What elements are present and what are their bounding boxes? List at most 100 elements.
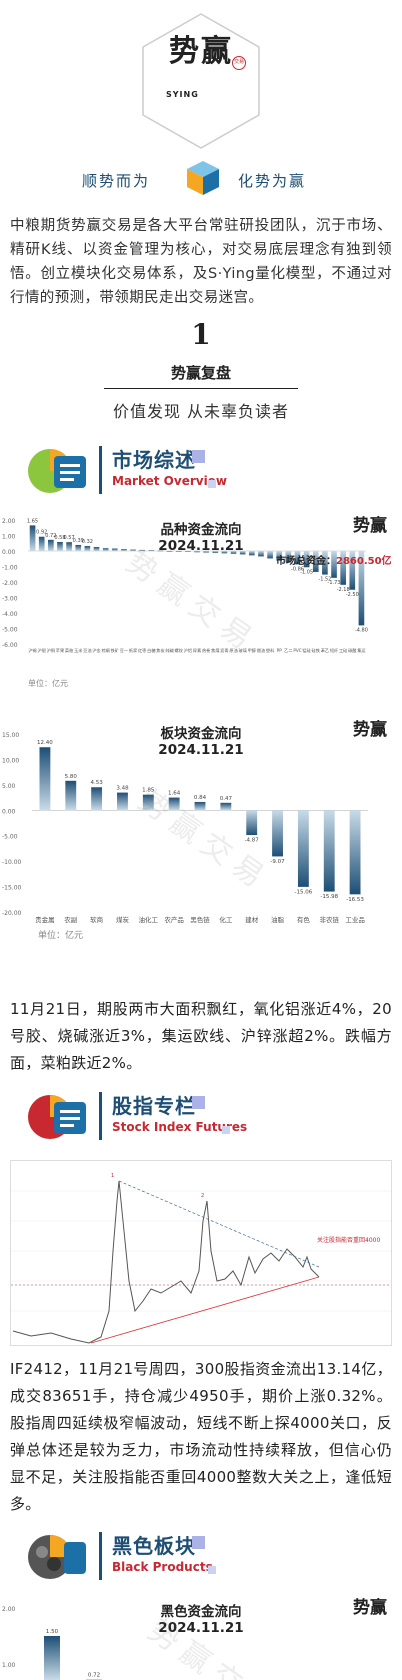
market-total-funds: 市场总资金：2860.50亿 <box>276 552 392 567</box>
bar <box>102 548 109 551</box>
y-tick-label: -6.00 <box>2 642 18 649</box>
data-label: 5.80 <box>65 774 78 780</box>
section-accent-bar <box>99 1532 102 1580</box>
y-tick-label: -4.00 <box>2 611 18 618</box>
data-label: -1.73 <box>328 580 341 586</box>
bar <box>303 551 310 568</box>
y-tick-label: 2.00 <box>2 1606 16 1613</box>
data-label: -4.87 <box>245 838 260 844</box>
category-label: 螺纹 <box>175 647 184 654</box>
bar <box>276 551 283 561</box>
y-tick-label: -2.00 <box>2 580 18 587</box>
category-label: 纸浆 <box>129 647 138 654</box>
kline-support-trendline <box>90 1276 320 1344</box>
data-label: -2.50 <box>346 592 359 598</box>
section-header-index: 股指专栏 Stock Index Futures <box>28 1086 388 1148</box>
brand-mini-text: 势赢 <box>353 720 387 740</box>
y-tick-label: -1.00 <box>2 565 18 572</box>
category-label: 尿素 <box>193 647 201 653</box>
section-accent-bar <box>99 446 102 494</box>
data-label: 0.92 <box>36 530 47 536</box>
kline-annotation: 关注股指能否重回4000 <box>317 1237 381 1244</box>
category-label: 原油 <box>229 647 237 654</box>
bar <box>248 551 255 556</box>
decor-square <box>192 1096 205 1109</box>
market-overview-icon <box>28 449 86 493</box>
y-tick-label: 1.00 <box>2 534 16 541</box>
section-title: 黑色板块 <box>112 1534 196 1558</box>
black-products-icon <box>28 1535 86 1579</box>
brand-mini-text: 势赢 <box>353 516 387 536</box>
bar <box>38 536 45 551</box>
category-label: 短纤 <box>330 647 339 654</box>
y-tick-label: -5.00 <box>2 627 18 634</box>
section-header-black: 黑色板块 Black Products <box>28 1526 388 1588</box>
category-label: 沪锡 <box>28 647 36 654</box>
bar <box>297 810 309 887</box>
review-divider <box>104 388 298 389</box>
chart-black-flow-svg: 2.00 1.00 1.50 0.72 <box>2 1606 102 1680</box>
bar <box>185 551 191 552</box>
bar <box>322 551 328 575</box>
bar <box>91 787 103 811</box>
section-title: 市场综述 <box>112 448 196 472</box>
bar <box>139 549 146 551</box>
y-tick-label: -3.00 <box>2 596 18 603</box>
section-accent-bar <box>99 1092 102 1140</box>
category-label: 玻璃 <box>238 647 246 654</box>
review-number: 1 <box>191 318 211 351</box>
category-label: 铁矿 <box>111 647 119 654</box>
category-label: 黑色链 <box>190 915 210 924</box>
data-label: 1.85 <box>142 788 155 794</box>
bar <box>111 548 118 551</box>
chart-sector-flow: 15.00 10.00 5.00 0.00 -5.00 -10.00 -15.00 -20.0… <box>0 716 402 956</box>
bar <box>340 551 346 585</box>
bar <box>166 551 173 552</box>
brand-mini-logo: 势赢 <box>350 722 390 758</box>
y-tick-label: -15.00 <box>2 885 22 892</box>
bar <box>130 549 136 551</box>
data-label: -2.18 <box>337 587 350 593</box>
bar <box>358 551 365 626</box>
bar <box>29 525 36 551</box>
review-title: 势赢复盘 <box>170 364 231 382</box>
data-label: -16.53 <box>346 897 364 903</box>
bar <box>203 551 209 553</box>
y-tick-label: 5.00 <box>2 783 16 790</box>
y-tick-label: -10.00 <box>2 859 22 866</box>
category-label: 豆油 <box>83 647 91 654</box>
data-label: -15.06 <box>295 889 313 895</box>
decor-square-small <box>208 1566 216 1574</box>
data-label: 0.72 <box>88 1673 100 1679</box>
category-label: 油化工 <box>139 915 159 924</box>
brand-mini-text: 势赢 <box>353 1598 387 1618</box>
section-title: 股指专栏 <box>112 1094 196 1118</box>
data-label: -4.80 <box>355 627 368 633</box>
index-kline-svg: 12 <box>11 1161 391 1345</box>
decor-square <box>192 1536 205 1549</box>
bar <box>148 550 155 552</box>
category-label: 苹果 <box>56 647 65 654</box>
category-label: 燃油 <box>257 647 265 654</box>
decor-square-small <box>208 480 216 488</box>
category-label: 沪铝 <box>184 647 192 654</box>
bar <box>194 551 200 553</box>
kline-peak-label: 2 <box>201 1193 204 1199</box>
data-label: -0.86 <box>291 566 304 572</box>
category-label: 沪金 <box>92 647 101 654</box>
category-label: 苯乙 <box>321 647 329 654</box>
kline-price-line <box>12 1180 320 1344</box>
bar <box>57 542 63 551</box>
category-label: 棕榈 <box>101 647 109 654</box>
category-label: 集运 <box>357 647 366 654</box>
logo-hexagon <box>140 12 262 150</box>
category-label: 沪银 <box>38 647 47 654</box>
category-label: 塑料 <box>266 647 275 654</box>
bar <box>93 546 100 551</box>
y-tick-label: 10.00 <box>2 757 19 764</box>
category-label: 甲醇 <box>248 647 256 654</box>
data-label: 0.84 <box>194 795 207 801</box>
bar <box>220 802 232 811</box>
category-label: 碳酸 <box>348 647 357 654</box>
category-label: 建材 <box>245 915 259 924</box>
